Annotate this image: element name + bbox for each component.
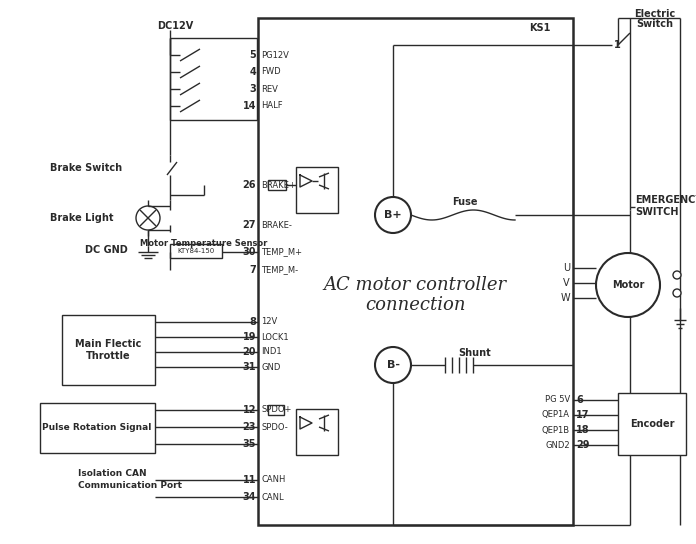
Text: B-: B- bbox=[386, 360, 400, 370]
Text: EMERGENCY: EMERGENCY bbox=[635, 195, 696, 205]
Bar bbox=[296, 167, 338, 213]
Text: 12V: 12V bbox=[261, 318, 277, 326]
Circle shape bbox=[673, 289, 681, 297]
Text: 23: 23 bbox=[242, 422, 256, 432]
Text: Switch: Switch bbox=[637, 19, 674, 29]
Text: 18: 18 bbox=[576, 425, 590, 435]
Text: Electric: Electric bbox=[634, 9, 676, 19]
Text: CANH: CANH bbox=[261, 475, 285, 485]
Text: 20: 20 bbox=[242, 347, 256, 357]
Bar bbox=[268, 405, 284, 415]
Text: SPDO+: SPDO+ bbox=[261, 405, 292, 415]
Text: 1: 1 bbox=[614, 40, 621, 50]
Text: KS1: KS1 bbox=[529, 23, 550, 33]
Text: FWD: FWD bbox=[261, 67, 280, 77]
Text: Brake Light: Brake Light bbox=[50, 213, 113, 223]
Text: BRAKE-: BRAKE- bbox=[261, 220, 292, 230]
Text: HALF: HALF bbox=[261, 102, 283, 110]
Text: IND1: IND1 bbox=[261, 348, 282, 356]
Text: QEP1B: QEP1B bbox=[542, 425, 570, 435]
Text: 12: 12 bbox=[242, 405, 256, 415]
Text: 14: 14 bbox=[242, 101, 256, 111]
Text: 5: 5 bbox=[249, 50, 256, 60]
Bar bbox=[258, 18, 573, 525]
Text: GND2: GND2 bbox=[546, 441, 570, 449]
Text: GND: GND bbox=[261, 362, 280, 372]
Bar bbox=[268, 180, 286, 190]
Text: 19: 19 bbox=[242, 332, 256, 342]
Text: TEMP_M-: TEMP_M- bbox=[261, 265, 298, 275]
Text: Motor: Motor bbox=[612, 280, 644, 290]
Text: V: V bbox=[563, 278, 570, 288]
Text: Brake Switch: Brake Switch bbox=[50, 163, 122, 173]
Circle shape bbox=[136, 206, 160, 230]
Bar bbox=[618, 393, 686, 455]
Bar bbox=[40, 403, 155, 453]
Text: PG12V: PG12V bbox=[261, 51, 289, 59]
Text: LOCK1: LOCK1 bbox=[261, 332, 289, 342]
Text: BRAKE+: BRAKE+ bbox=[261, 181, 296, 189]
Text: DC GND: DC GND bbox=[85, 245, 128, 255]
Circle shape bbox=[375, 197, 411, 233]
Text: 6: 6 bbox=[576, 395, 583, 405]
Text: Main Flectic
Throttle: Main Flectic Throttle bbox=[74, 339, 141, 361]
Text: 30: 30 bbox=[242, 247, 256, 257]
Text: 34: 34 bbox=[242, 492, 256, 502]
Text: SWITCH: SWITCH bbox=[635, 207, 679, 217]
Text: DC12V: DC12V bbox=[157, 21, 193, 31]
Text: Communication Port: Communication Port bbox=[78, 480, 182, 490]
Text: 8: 8 bbox=[249, 317, 256, 327]
Text: 11: 11 bbox=[242, 475, 256, 485]
Text: Pulse Rotation Signal: Pulse Rotation Signal bbox=[42, 423, 152, 432]
Text: 26: 26 bbox=[242, 180, 256, 190]
Text: 35: 35 bbox=[242, 439, 256, 449]
Text: Isolation CAN: Isolation CAN bbox=[78, 468, 147, 478]
Circle shape bbox=[673, 271, 681, 279]
Text: PG 5V: PG 5V bbox=[545, 395, 570, 405]
Text: 17: 17 bbox=[576, 410, 590, 420]
Text: 27: 27 bbox=[242, 220, 256, 230]
Text: REV: REV bbox=[261, 84, 278, 94]
Bar bbox=[170, 244, 222, 258]
Text: Fuse: Fuse bbox=[452, 197, 477, 207]
Text: B+: B+ bbox=[384, 210, 402, 220]
Text: AC motor controller
connection: AC motor controller connection bbox=[324, 276, 507, 314]
Bar bbox=[296, 409, 338, 455]
Bar bbox=[62, 315, 155, 385]
Text: 7: 7 bbox=[249, 265, 256, 275]
Text: 4: 4 bbox=[249, 67, 256, 77]
Text: Shunt: Shunt bbox=[459, 348, 491, 358]
Circle shape bbox=[596, 253, 660, 317]
Text: Motor Temperature Sensor: Motor Temperature Sensor bbox=[140, 238, 267, 248]
Text: 29: 29 bbox=[576, 440, 590, 450]
Text: QEP1A: QEP1A bbox=[542, 411, 570, 419]
Circle shape bbox=[375, 347, 411, 383]
Text: TEMP_M+: TEMP_M+ bbox=[261, 248, 302, 257]
Text: CANL: CANL bbox=[261, 492, 284, 502]
Text: 31: 31 bbox=[242, 362, 256, 372]
Text: W: W bbox=[560, 293, 570, 303]
Text: U: U bbox=[563, 263, 570, 273]
Text: SPDO-: SPDO- bbox=[261, 423, 287, 431]
Bar bbox=[170, 38, 257, 120]
Text: KTY84-150: KTY84-150 bbox=[177, 248, 214, 254]
Text: Encoder: Encoder bbox=[630, 419, 674, 429]
Text: 3: 3 bbox=[249, 84, 256, 94]
